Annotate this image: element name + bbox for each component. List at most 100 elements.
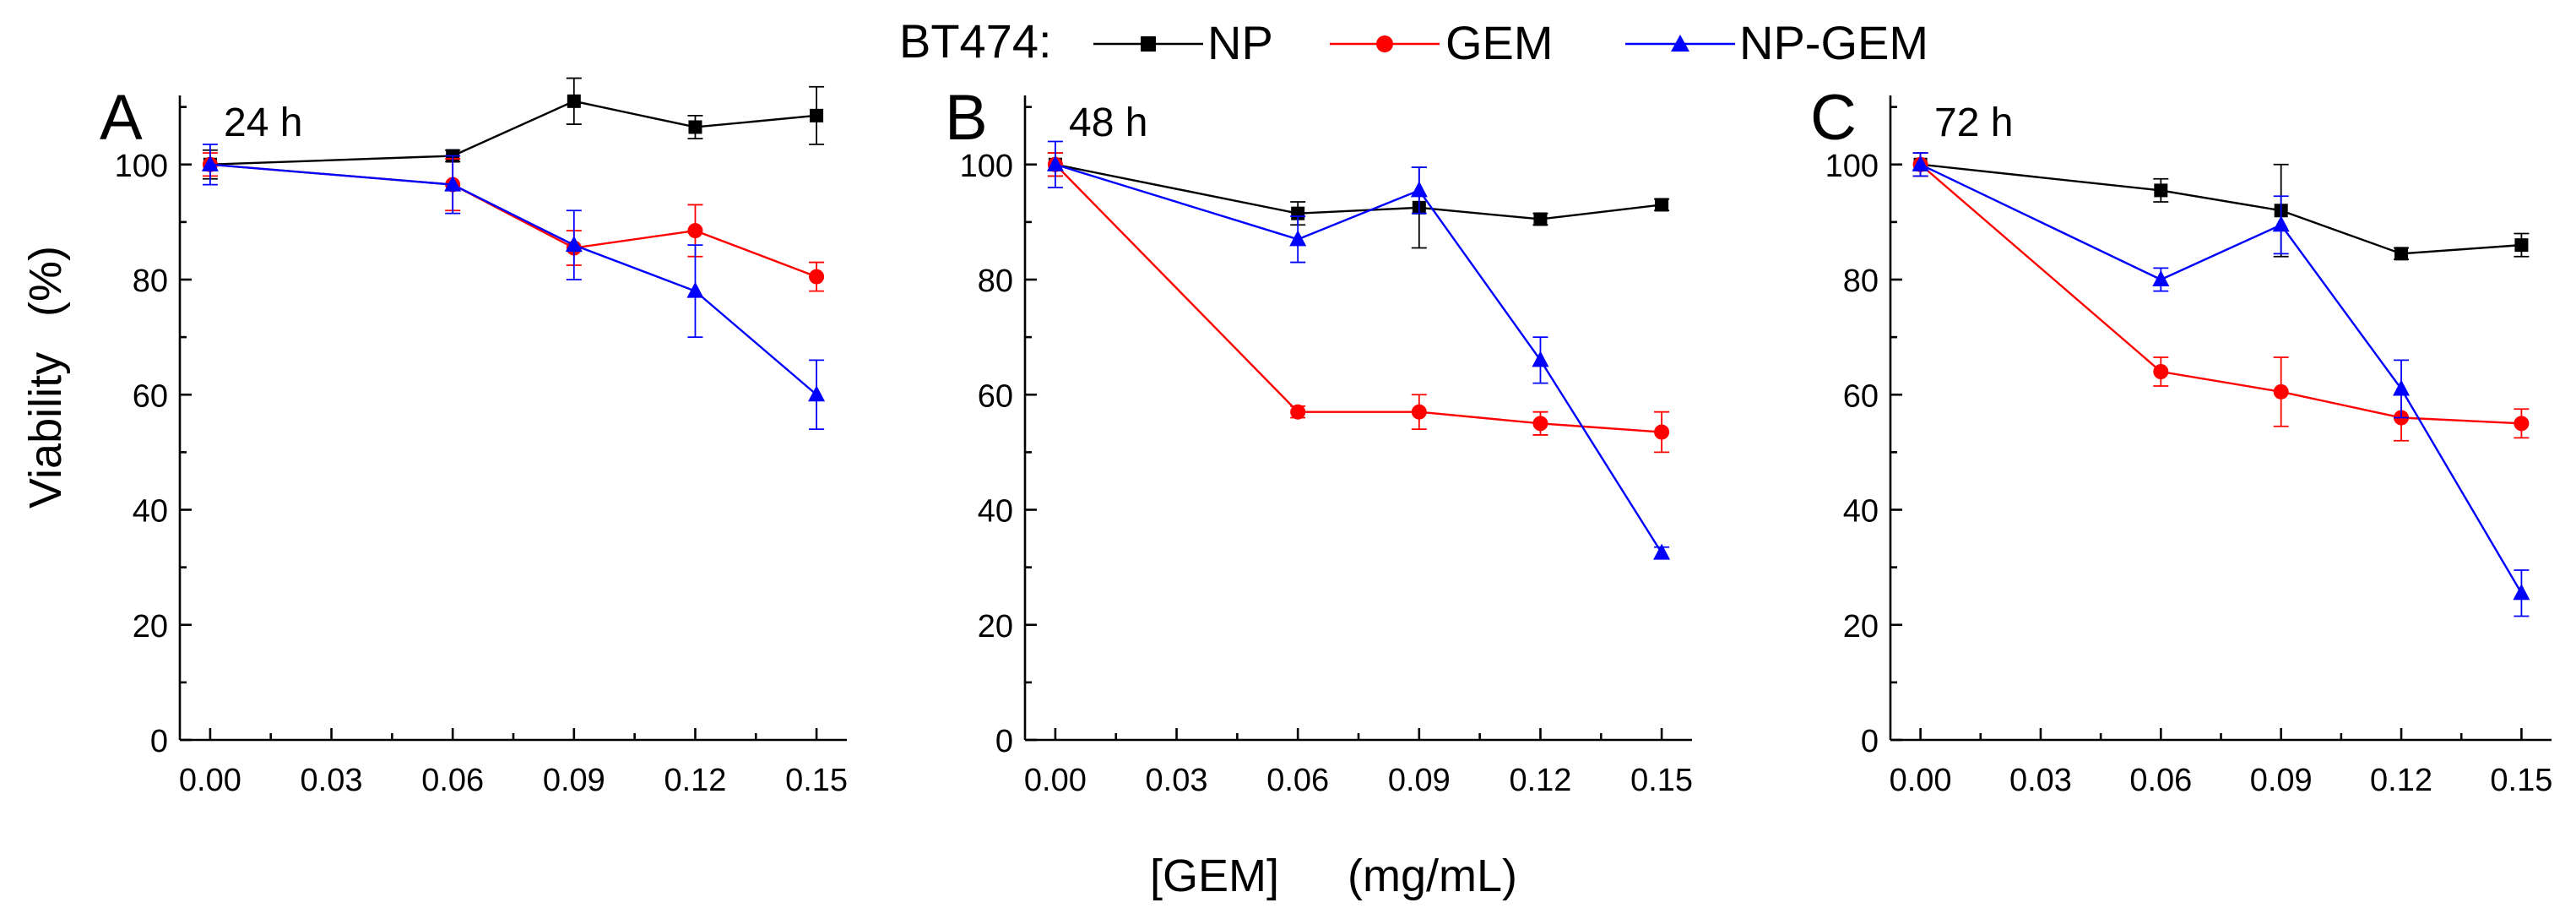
y-axis-title-text: Viability (20, 352, 71, 508)
series-np-gem (1912, 152, 2530, 617)
legend-np-gem-label: NP-GEM (1739, 16, 1928, 69)
data-point (2514, 238, 2529, 253)
y-tick-label: 80 (133, 264, 168, 299)
panel-b: 0 20 40 60 80 100 0.00 0.03 0.06 0.09 0.12 0.15 B 48 … (945, 82, 1693, 798)
y-tick-label: 20 (1843, 609, 1879, 644)
x-tick-label: 0.15 (1630, 763, 1693, 798)
legend: BT474: NP GEM NP-GEM (899, 14, 1928, 69)
y-axis-title: Viability (%) (20, 246, 71, 508)
data-point (2273, 383, 2289, 400)
x-tick-label: 0.12 (664, 763, 726, 798)
data-point (1533, 212, 1548, 226)
data-point (1532, 416, 1548, 432)
data-point (687, 223, 703, 239)
data-point (1653, 543, 1671, 560)
y-tick-label: 20 (978, 609, 1013, 644)
series-line (1919, 163, 2522, 425)
legend-gem-label: GEM (1445, 16, 1554, 69)
x-tick-label: 0.03 (2009, 763, 2072, 798)
legend-gem-marker (1376, 35, 1393, 52)
x-tick-label: 0.09 (543, 763, 605, 798)
data-point (688, 120, 702, 134)
series-line (1920, 163, 2523, 594)
legend-np-marker (1141, 36, 1156, 52)
series-np-gem (1046, 140, 1671, 560)
data-point (808, 385, 826, 402)
data-point (2393, 379, 2411, 396)
y-tick-label: 80 (978, 264, 1013, 299)
x-tick-label: 0.06 (2129, 763, 2192, 798)
data-point (1654, 424, 1670, 440)
x-tick-label: 0.00 (179, 763, 241, 798)
series-line (209, 163, 817, 396)
y-axis-title-unit: (%) (20, 246, 71, 317)
series-gem (1047, 152, 1670, 454)
data-point (2272, 215, 2290, 232)
x-axis-title: [GEM] (mg/mL) (1150, 851, 1517, 901)
panel-title: 48 h (1069, 101, 1147, 145)
x-tick-label: 0.15 (2490, 763, 2552, 798)
data-point (2394, 247, 2409, 261)
data-point (2152, 270, 2170, 286)
data-point (1410, 181, 1428, 198)
data-point (686, 281, 704, 298)
chart-panels: 0 20 40 60 80 100 0.00 0.03 0.06 0.09 0.12 0.15 A 24 … (100, 77, 2552, 798)
x-tick-label: 0.09 (2250, 763, 2313, 798)
data-point (1046, 155, 1064, 171)
y-tick-label: 0 (995, 724, 1013, 759)
series-line (1920, 163, 2522, 255)
data-point (1532, 351, 1549, 367)
x-tick-label: 0.00 (1024, 763, 1087, 798)
data-point (1912, 155, 1929, 171)
data-point (1655, 198, 1669, 212)
y-tick-label: 40 (133, 494, 168, 530)
panel-a: 0 20 40 60 80 100 0.00 0.03 0.06 0.09 0.12 0.15 A 24 … (100, 77, 848, 798)
data-point (1411, 404, 1427, 420)
panel-letter: B (945, 82, 988, 154)
legend-np-label: NP (1207, 16, 1273, 69)
x-tick-label: 0.12 (2370, 763, 2432, 798)
series-line (209, 163, 817, 278)
panel-letter: A (100, 82, 143, 154)
series-np-gem (201, 144, 826, 431)
y-tick-label: 100 (1825, 149, 1879, 184)
x-tick-label: 0.06 (421, 763, 484, 798)
x-tick-label: 0.03 (301, 763, 363, 798)
y-tick-label: 0 (150, 724, 168, 759)
x-tick-label: 0.09 (1388, 763, 1451, 798)
y-tick-label: 60 (978, 378, 1013, 414)
legend-np-gem-marker (1671, 35, 1689, 52)
x-tick-label: 0.12 (1509, 763, 1571, 798)
data-point (809, 269, 825, 285)
y-tick-label: 60 (133, 378, 168, 414)
legend-prefix: BT474: (899, 14, 1052, 68)
x-axis-title-unit: (mg/mL) (1348, 851, 1517, 901)
x-tick-label: 0.06 (1266, 763, 1329, 798)
legend-entry-np: NP (1093, 16, 1273, 69)
data-point (810, 108, 824, 122)
y-tick-label: 80 (1843, 264, 1879, 299)
series-gem (1912, 152, 2530, 442)
series-gem (202, 152, 825, 292)
panel-letter: C (1810, 82, 1857, 154)
x-tick-label: 0.03 (1146, 763, 1208, 798)
panel-title: 24 h (224, 101, 302, 145)
y-tick-label: 100 (115, 149, 168, 184)
y-tick-label: 0 (1861, 724, 1879, 759)
y-tick-label: 40 (1843, 494, 1879, 530)
y-tick-label: 60 (1843, 378, 1879, 414)
panel-title: 72 h (1934, 101, 2013, 145)
series-line (1055, 163, 1663, 554)
data-point (1289, 230, 1307, 247)
x-tick-label: 0.00 (1890, 763, 1952, 798)
y-tick-label: 20 (133, 609, 168, 644)
data-point (2514, 416, 2530, 432)
panel-c: 0 20 40 60 80 100 0.00 0.03 0.06 0.09 0.12 0.15 C 72 … (1810, 82, 2552, 798)
data-point (201, 155, 219, 171)
x-tick-label: 0.15 (785, 763, 848, 798)
data-point (2513, 584, 2530, 601)
data-point (1290, 404, 1306, 420)
data-point (2154, 183, 2168, 198)
data-point (567, 94, 581, 108)
